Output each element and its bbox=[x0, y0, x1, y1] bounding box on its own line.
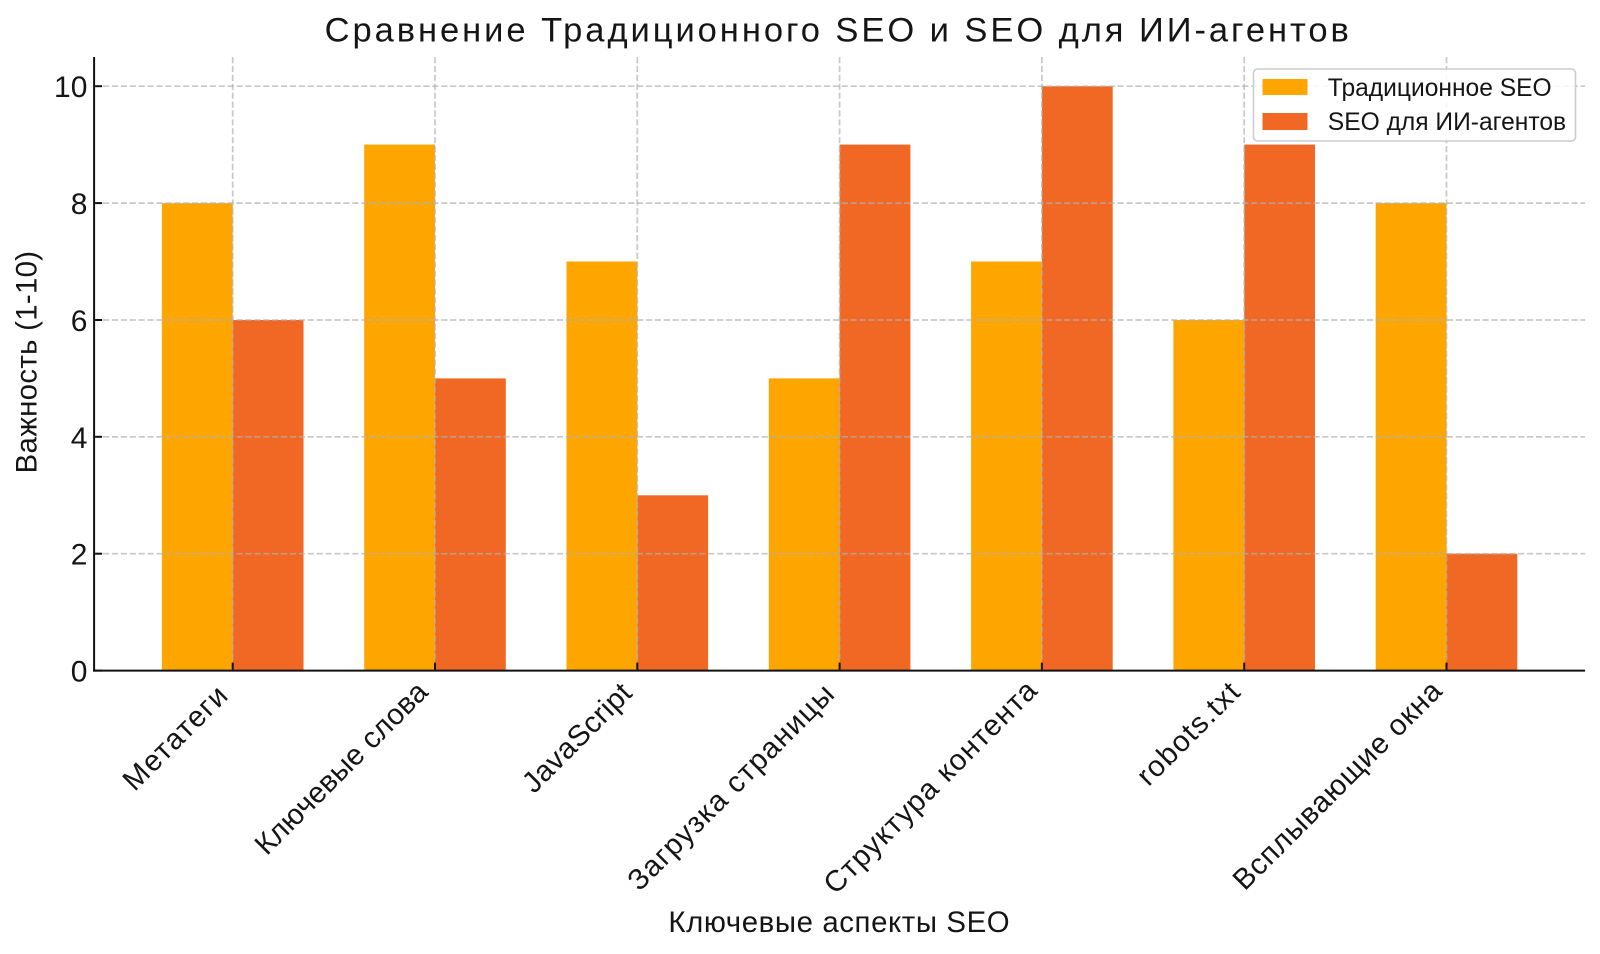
svg-text:Важность (1-10): Важность (1-10) bbox=[11, 251, 44, 474]
svg-text:Всплывающие окна: Всплывающие окна bbox=[1226, 674, 1449, 897]
svg-text:4: 4 bbox=[71, 422, 88, 455]
svg-text:10: 10 bbox=[54, 71, 87, 104]
svg-text:8: 8 bbox=[71, 188, 88, 221]
svg-text:Ключевые аспекты SEO: Ключевые аспекты SEO bbox=[668, 906, 1010, 939]
svg-text:2: 2 bbox=[71, 539, 88, 572]
svg-text:Традиционное SEO: Традиционное SEO bbox=[1328, 75, 1552, 102]
svg-text:Ключевые слова: Ключевые слова bbox=[248, 675, 434, 861]
svg-text:Структура контента: Структура контента bbox=[817, 673, 1044, 900]
svg-text:SEO для ИИ-агентов: SEO для ИИ-агентов bbox=[1328, 109, 1566, 136]
svg-text:Метатеги: Метатеги bbox=[116, 678, 235, 797]
svg-text:Сравнение Традиционного SEO и: Сравнение Традиционного SEO и SEO для ИИ… bbox=[325, 11, 1352, 49]
svg-text:0: 0 bbox=[71, 656, 88, 689]
svg-text:robots.txt: robots.txt bbox=[1130, 675, 1247, 792]
svg-text:JavaScript: JavaScript bbox=[516, 676, 639, 799]
svg-text:Загрузка страницы: Загрузка страницы bbox=[621, 677, 842, 898]
svg-text:6: 6 bbox=[71, 305, 88, 338]
